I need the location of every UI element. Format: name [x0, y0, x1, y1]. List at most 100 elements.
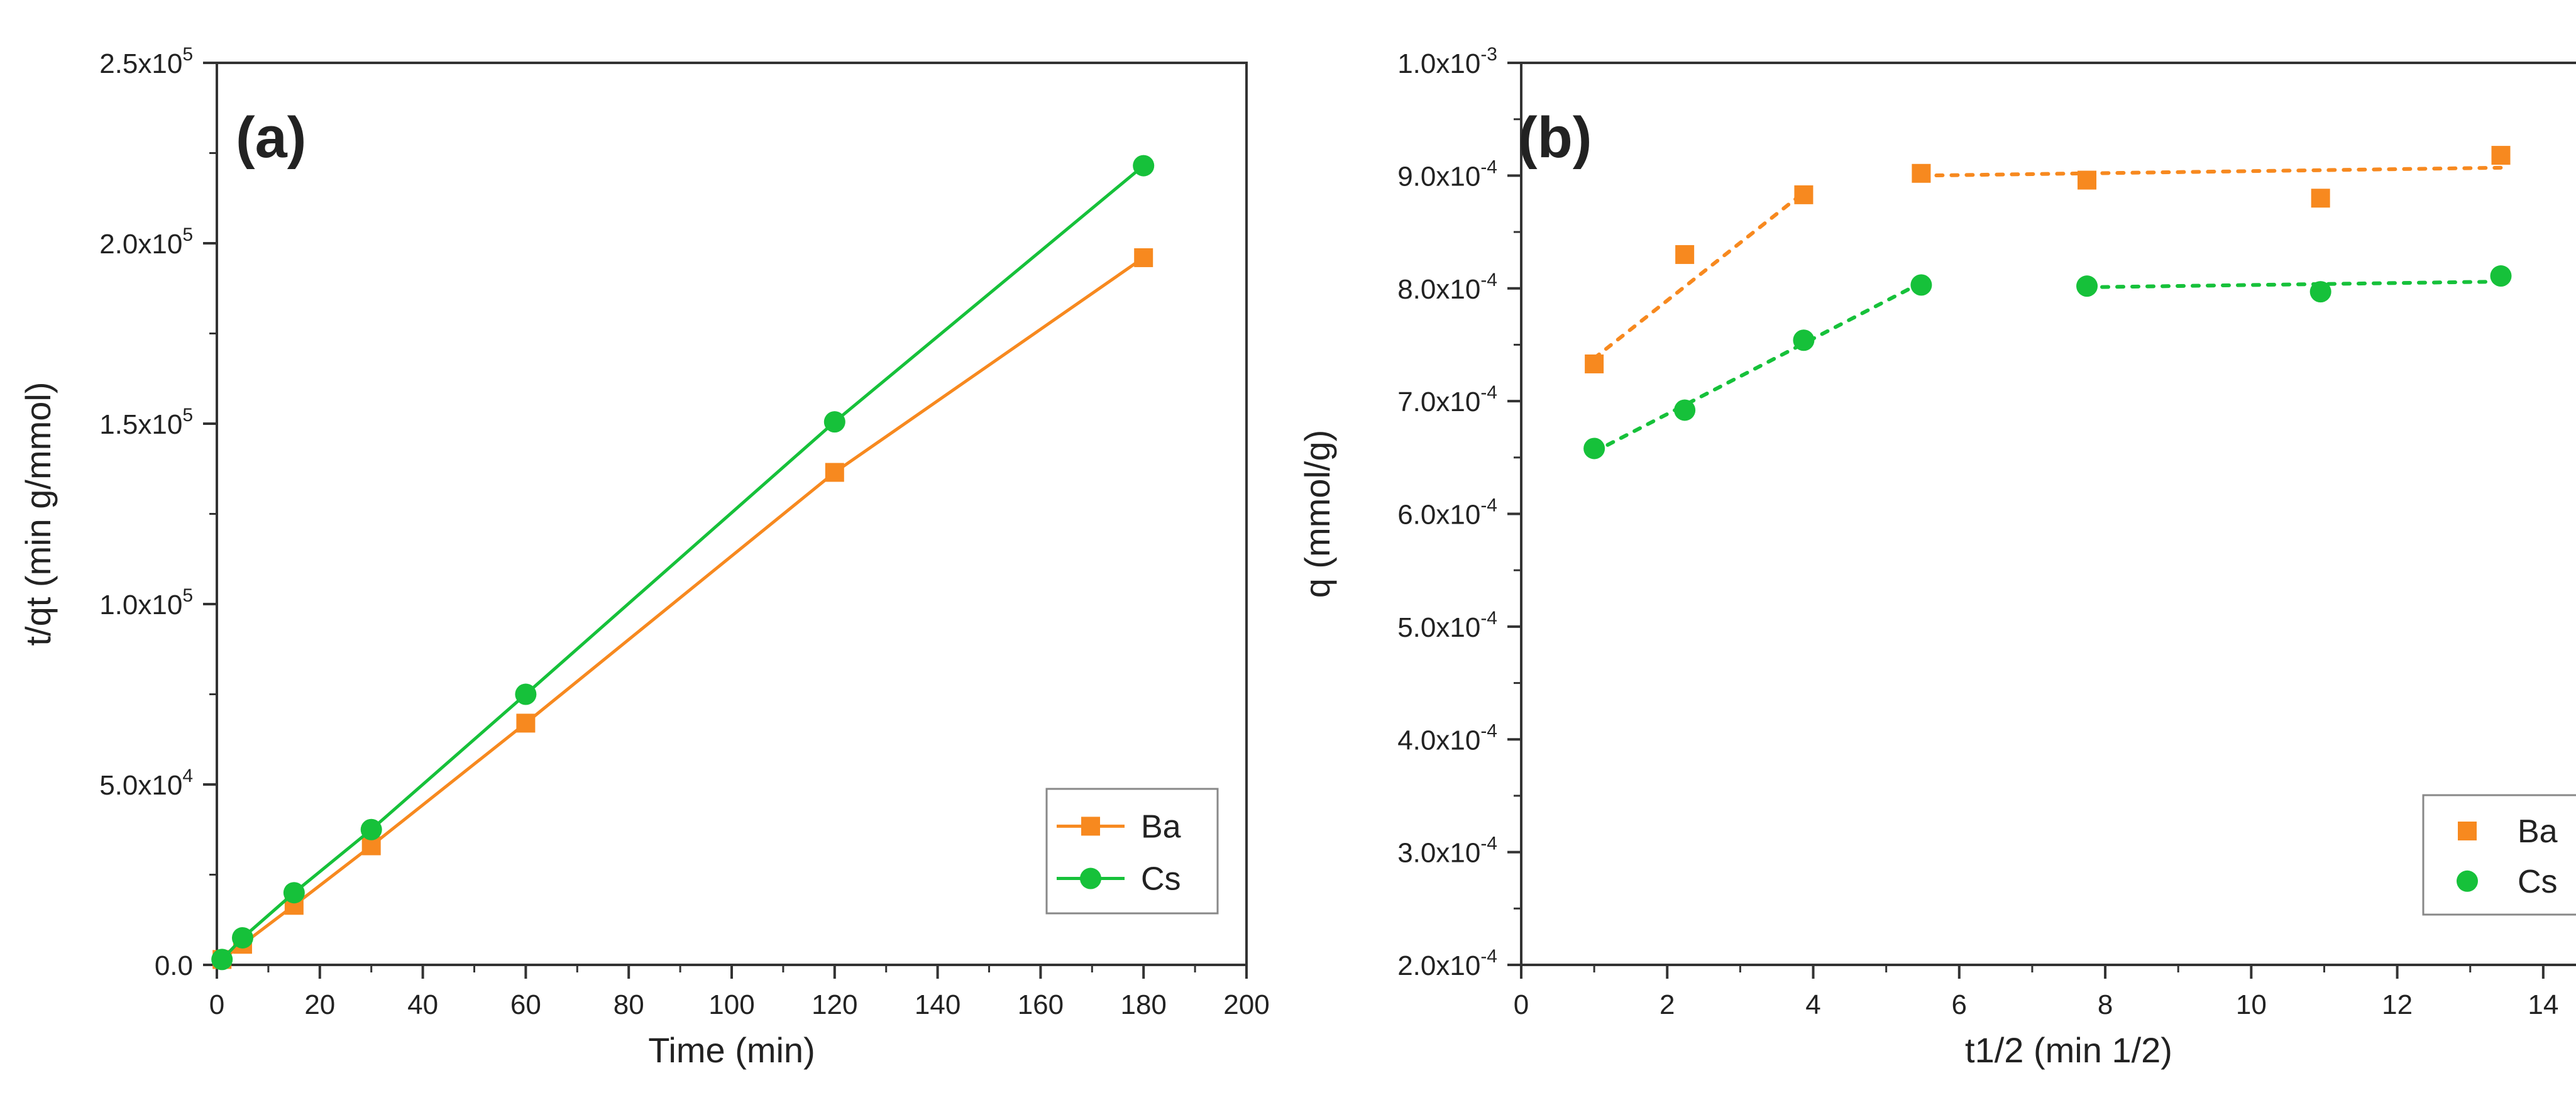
panel-a: 0 20 40 60 80 100 120 140 160 180 200 0.0 5.0x104 1.0…: [18, 44, 1270, 1070]
data-point-cs: [360, 818, 382, 840]
y-tick-label: 5.0x104: [99, 766, 193, 801]
data-point-cs: [2490, 265, 2512, 287]
y-tick-label: 1.0x105: [99, 585, 193, 620]
y-tick-label: 9.0x10-4: [1397, 157, 1497, 192]
x-tick-label: 6: [1952, 989, 1967, 1020]
x-tick-label: 10: [2236, 989, 2267, 1020]
x-tick-label: 20: [304, 989, 335, 1020]
y-tick-label-base: 2.5x10: [99, 48, 182, 79]
data-point-ba: [1912, 163, 1931, 183]
y-tick-label: 2.0x10-4: [1397, 946, 1497, 981]
panel-label: (b): [1518, 106, 1592, 170]
y-tick-label-exponent: 5: [182, 405, 193, 426]
y-tick-label-exponent: 4: [182, 766, 193, 786]
data-point-cs: [211, 949, 233, 971]
y-tick-label-base: 2.0x10: [99, 229, 182, 260]
y-tick-label-exponent: -4: [1480, 720, 1497, 741]
y-tick-label-exponent: -4: [1480, 946, 1497, 967]
x-tick-label: 160: [1018, 989, 1064, 1020]
x-tick-label: 4: [1805, 989, 1820, 1020]
series-line-ba: [221, 256, 1145, 961]
plot-frame: [1520, 62, 2576, 966]
y-tick-label: 0.0: [155, 950, 193, 981]
y-tick-label: 2.0x105: [99, 224, 193, 260]
y-tick-label-base: 8.0x10: [1397, 274, 1480, 305]
data-point-cs: [231, 927, 253, 949]
data-point-cs: [1133, 155, 1155, 177]
x-tick-label: 80: [614, 989, 644, 1020]
x-tick-label: 120: [812, 989, 857, 1020]
y-tick-label: 2.5x105: [99, 44, 193, 79]
x-tick-label: 180: [1120, 989, 1166, 1020]
x-tick-label: 60: [510, 989, 541, 1020]
x-tick-label: 100: [708, 989, 754, 1020]
legend-label-ba: Ba: [2518, 813, 2558, 850]
data-point-ba: [1585, 354, 1604, 373]
legend-box: [1045, 788, 1219, 915]
data-point-ba: [1134, 248, 1153, 267]
legend-marker-cs: [2457, 870, 2478, 892]
data-point-ba: [1675, 245, 1695, 264]
y-tick-label-exponent: -4: [1480, 157, 1497, 177]
y-tick-label-exponent: 5: [182, 224, 193, 245]
data-point-cs: [1793, 329, 1815, 351]
x-tick-label: 0: [1514, 989, 1529, 1020]
data-point-cs: [515, 683, 537, 705]
data-point-cs: [1674, 399, 1696, 421]
y-tick-label: 4.0x10-4: [1397, 720, 1497, 756]
y-tick-label-base: 5.0x10: [1397, 612, 1480, 643]
y-tick-label-exponent: 5: [182, 44, 193, 65]
legend-label-ba: Ba: [1141, 808, 1181, 845]
y-axis-title: q (mmol/g): [1297, 430, 1337, 598]
x-tick-label: 140: [915, 989, 960, 1020]
y-tick-label-base: 1.0x10: [1397, 48, 1480, 79]
y-tick-label: 6.0x10-4: [1397, 495, 1497, 531]
y-tick-label: 3.0x10-4: [1397, 834, 1497, 869]
y-tick-label-base: 3.0x10: [1397, 838, 1480, 869]
legend-marker-ba: [2458, 822, 2477, 840]
legend-label-cs: Cs: [1141, 861, 1181, 898]
data-point-cs: [1910, 274, 1932, 296]
fit-line-ba: [1592, 190, 1806, 360]
data-point-cs: [1583, 437, 1605, 459]
y-tick-label-exponent: -4: [1480, 608, 1497, 629]
y-tick-label-exponent: -4: [1480, 382, 1497, 403]
data-point-ba: [2491, 146, 2511, 165]
y-tick-label: 7.0x10-4: [1397, 382, 1497, 417]
y-tick-label-exponent: -4: [1480, 834, 1497, 854]
legend-marker-ba: [1081, 817, 1100, 836]
legend-label-cs: Cs: [2518, 864, 2558, 900]
legend-marker-cs: [1080, 867, 1101, 889]
data-point-ba: [2311, 189, 2330, 208]
y-tick-label-exponent: -4: [1480, 495, 1497, 516]
x-tick-label: 12: [2382, 989, 2413, 1020]
x-tick-label: 40: [407, 989, 438, 1020]
series-line-cs: [221, 164, 1145, 961]
y-tick-label-exponent: -3: [1480, 44, 1497, 65]
y-tick-label-exponent: 5: [182, 585, 193, 606]
x-tick-label: 200: [1223, 989, 1269, 1020]
data-point-ba: [516, 713, 536, 733]
data-point-cs: [2309, 281, 2331, 303]
panel-b: 0 2 4 6 8 10 12 142.0x10-43.0x10-44.0x10-45.0x1…: [1297, 44, 2576, 1070]
fit-line-cs: [1592, 280, 1924, 454]
y-tick-label-base: 7.0x10: [1397, 387, 1480, 417]
data-point-ba: [1794, 185, 1814, 204]
x-axis-title: t1/2 (min 1/2): [1965, 1030, 2172, 1070]
x-tick-label: 14: [2528, 989, 2558, 1020]
x-tick-label: 8: [2098, 989, 2113, 1020]
y-tick-label: 1.5x105: [99, 405, 193, 440]
data-point-ba: [2078, 170, 2097, 190]
y-tick-label-base: 4.0x10: [1397, 725, 1480, 756]
x-tick-label: 0: [209, 989, 224, 1020]
y-axis-title: t/qt (min g/mmol): [18, 382, 58, 646]
y-tick-label-base: 1.5x10: [99, 409, 182, 440]
y-tick-label-base: 6.0x10: [1397, 500, 1480, 531]
y-tick-label-exponent: -4: [1480, 270, 1497, 290]
y-tick-label: 8.0x10-4: [1397, 270, 1497, 305]
x-axis-title: Time (min): [648, 1030, 815, 1070]
x-tick-label: 2: [1660, 989, 1675, 1020]
y-tick-label-base: 5.0x10: [99, 770, 182, 801]
y-tick-label-base: 2.0x10: [1397, 950, 1480, 981]
